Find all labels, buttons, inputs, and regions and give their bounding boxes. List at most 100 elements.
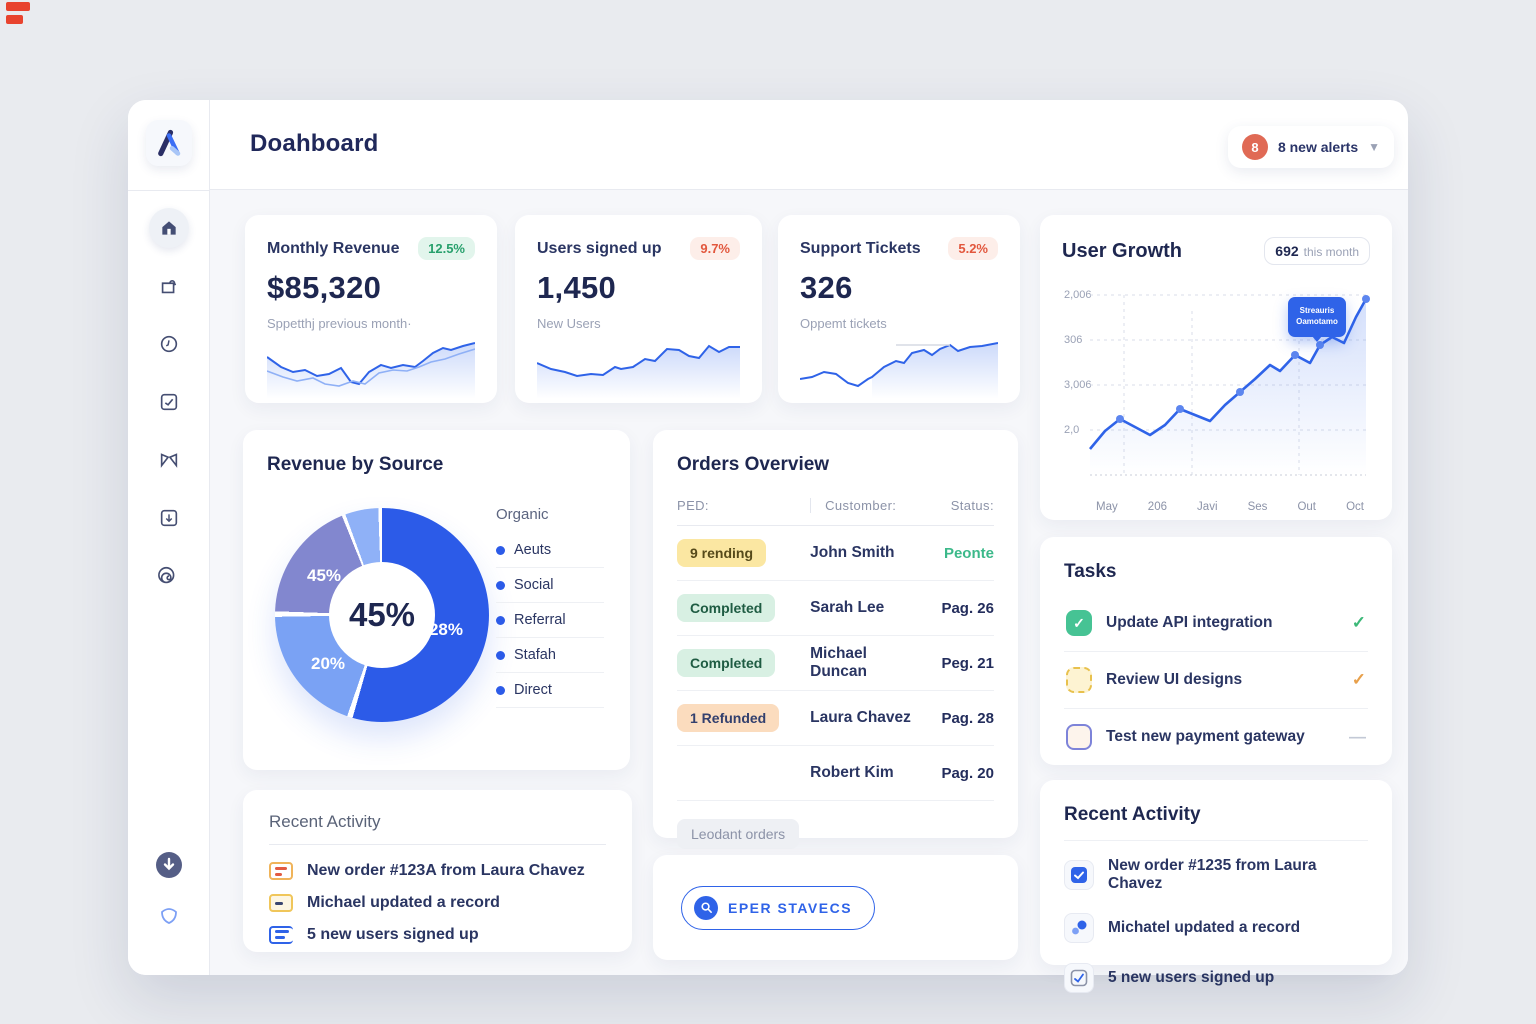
home-icon: [161, 221, 176, 235]
task-row[interactable]: ✓ Update API integration ✓: [1064, 595, 1368, 652]
legend-label: Direct: [514, 682, 552, 698]
bag-icon: [161, 280, 176, 294]
recent-orders-pill[interactable]: Leodant orders: [677, 819, 800, 849]
tooltip-line2: Oamotamo: [1296, 317, 1338, 326]
sidebar-item-tasks[interactable]: [149, 382, 189, 422]
sidebar-item-home[interactable]: [148, 208, 189, 248]
legend-label: Stafah: [514, 647, 556, 663]
table-row[interactable]: 1 Refunded Laura Chavez Pag. 28: [677, 691, 994, 746]
kpi-value: 326: [800, 270, 853, 305]
alerts-count-badge: 8: [1241, 134, 1268, 160]
dashboard-content: Monthly Revenue 12.5% $85,320 Sppetthj p…: [210, 190, 1408, 993]
order-customer: Laura Chavez: [810, 709, 911, 726]
x-tick: Ses: [1247, 501, 1268, 513]
sidebar-item-history[interactable]: [149, 324, 189, 364]
page-title: Doahboard: [250, 130, 379, 157]
legend-header: Organic: [496, 506, 549, 523]
x-tick: Oct: [1346, 501, 1364, 513]
slice-label-blue: 28%: [428, 620, 463, 639]
download-circle-icon: [155, 852, 182, 878]
divider: [269, 844, 606, 845]
donut-legend: Organic Aeuts Social Referral Stafah Dir…: [496, 506, 604, 708]
alerts-button[interactable]: 8 8 new alerts ▼: [1227, 126, 1394, 168]
user-growth-badge-label: this month: [1303, 245, 1359, 259]
user-growth-badge-value: 692: [1275, 243, 1299, 259]
clock-icon: [160, 335, 177, 353]
revenue-sparkline: [266, 342, 476, 399]
logo-a-icon: [158, 129, 181, 157]
spiral-icon: [157, 566, 174, 584]
col-header-customer: Customber:: [810, 498, 924, 513]
recent-activity-card-left: Recent Activity New order #123A from Lau…: [243, 790, 632, 952]
user-growth-title: User Growth: [1062, 239, 1183, 262]
legend-item: Referral: [496, 603, 604, 638]
revenue-by-source-title: Revenue by Source: [267, 454, 444, 475]
tasks-card: Tasks ✓ Update API integration ✓ Review …: [1040, 537, 1392, 765]
legend-dot-icon: [496, 615, 505, 625]
kpi-value: 1,450: [537, 270, 617, 305]
dots-icon: [1064, 913, 1094, 943]
table-row[interactable]: Robert Kim Pag. 20: [677, 746, 994, 801]
legend-item: Direct: [496, 673, 604, 708]
kpi-card-users-signed-up: Users signed up 9.7% 1,450 New Users: [515, 215, 762, 403]
record-lines-icon: [269, 894, 293, 912]
chevron-down-icon[interactable]: ▼: [1368, 140, 1380, 154]
sidebar-item-integrations[interactable]: [149, 556, 189, 596]
sidebar-item-apps[interactable]: [149, 440, 189, 480]
app-logo[interactable]: [146, 120, 192, 166]
status-badge: 9 rending: [677, 539, 767, 567]
activity-text: Michael updated a record: [307, 894, 500, 911]
sidebar-divider: [128, 190, 209, 191]
check-square-blue-icon: [1064, 860, 1094, 890]
list-item[interactable]: New order #123A from Laura Chavez: [269, 855, 606, 887]
donut-ring: [275, 508, 489, 722]
list-item[interactable]: New order #1235 from Laura Chavez: [1064, 847, 1368, 903]
order-status: Pag. 28: [941, 709, 994, 727]
table-row[interactable]: Completed Sarah Lee Pag. 26: [677, 581, 994, 636]
kpi-card-support-tickets: Support Tickets 5.2% 326 Oppemt tickets: [778, 215, 1020, 403]
dash-icon: —: [1349, 727, 1366, 746]
order-customer: John Smith: [810, 544, 895, 561]
list-item[interactable]: Michael updated a record: [269, 887, 606, 919]
status-badge: 1 Refunded: [677, 704, 780, 732]
header-bar: Doahboard 8 8 new alerts ▼: [210, 100, 1408, 190]
sidebar-item-orders[interactable]: [149, 266, 189, 306]
y-tick: 2,0: [1064, 424, 1080, 436]
search-icon: [694, 895, 718, 920]
order-status: Pag. 26: [941, 599, 994, 617]
users-lines-icon: [269, 926, 293, 944]
checkbox-empty-icon[interactable]: [1066, 724, 1092, 750]
kpi-subtitle: New Users: [537, 316, 601, 331]
order-stats-button[interactable]: EPER STAVECS: [681, 885, 876, 930]
task-label: Update API integration: [1106, 614, 1273, 631]
task-row[interactable]: Review UI designs ✓: [1064, 652, 1368, 709]
list-item[interactable]: 5 new users signed up: [269, 919, 606, 951]
kpi-card-monthly-revenue: Monthly Revenue 12.5% $85,320 Sppetthj p…: [245, 215, 497, 403]
list-item[interactable]: Michatel updated a record: [1064, 903, 1368, 953]
activity-text: 5 new users signed up: [307, 926, 479, 943]
kpi-subtitle: Oppemt tickets: [800, 316, 887, 331]
task-row[interactable]: Test new payment gateway —: [1064, 709, 1368, 765]
legend-item: Aeuts: [496, 533, 604, 568]
y-tick: 2,006: [1064, 289, 1092, 301]
activity-text: Michatel updated a record: [1108, 919, 1301, 936]
legend-dot-icon: [496, 545, 505, 555]
table-row[interactable]: 9 rending John Smith Peonte: [677, 526, 994, 581]
sidebar-item-downloads[interactable]: [149, 845, 189, 885]
activity-text: New order #1235 from Laura Chavez: [1108, 857, 1317, 892]
list-item[interactable]: 5 new users signed up: [1064, 953, 1368, 1003]
chat-icon: [160, 908, 177, 924]
screen-corner-artifact: [6, 2, 30, 36]
shapes-icon: [160, 453, 177, 468]
task-label: Test new payment gateway: [1106, 728, 1305, 745]
user-growth-card: User Growth 692 this month 2,006 306 3,00…: [1040, 215, 1392, 520]
sidebar-item-import[interactable]: [149, 498, 189, 538]
order-customer: Sarah Lee: [810, 599, 885, 616]
x-axis-labels: May 206 Javi Ses Out Oct: [1062, 499, 1370, 513]
checkbox-empty-icon[interactable]: [1066, 667, 1092, 693]
kpi-subtitle: Sppetthj previous month·: [267, 316, 412, 331]
order-status: Peonte: [943, 544, 994, 562]
table-row[interactable]: Completed Michael Duncan Peg. 21: [677, 636, 994, 691]
checkbox-checked-icon[interactable]: ✓: [1066, 610, 1092, 636]
sidebar-item-support[interactable]: [149, 895, 189, 935]
